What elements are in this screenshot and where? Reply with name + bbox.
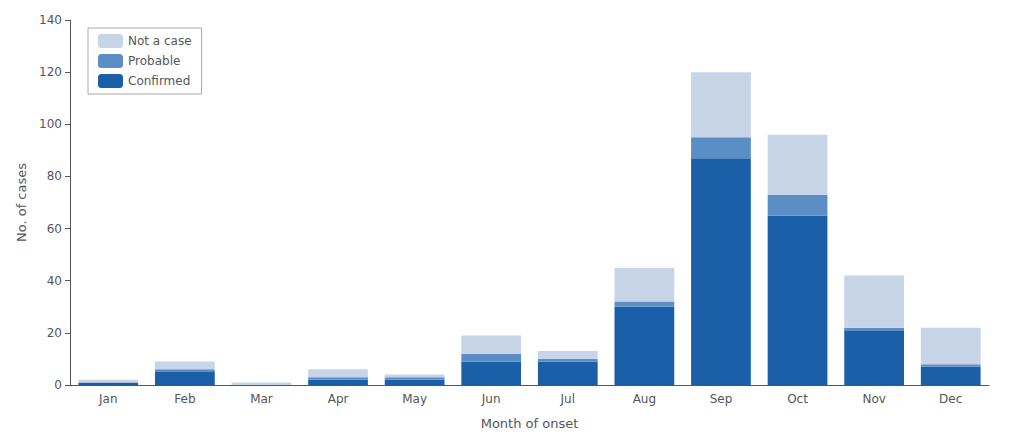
svg-text:120: 120	[39, 65, 62, 79]
svg-text:20: 20	[47, 326, 62, 340]
svg-text:140: 140	[39, 13, 62, 27]
svg-text:Sep: Sep	[710, 392, 733, 406]
svg-text:60: 60	[47, 222, 62, 236]
svg-text:Jan: Jan	[98, 392, 118, 406]
svg-text:Jul: Jul	[560, 392, 575, 406]
svg-text:Aug: Aug	[633, 392, 656, 406]
svg-text:May: May	[402, 392, 427, 406]
svg-text:Probable: Probable	[128, 54, 180, 68]
svg-text:100: 100	[39, 117, 62, 131]
svg-text:Dec: Dec	[939, 392, 962, 406]
svg-text:Not a case: Not a case	[128, 34, 192, 48]
svg-text:40: 40	[47, 274, 62, 288]
svg-text:Jun: Jun	[481, 392, 501, 406]
svg-text:Oct: Oct	[787, 392, 808, 406]
svg-text:Month of onset: Month of onset	[481, 416, 579, 431]
svg-text:Apr: Apr	[328, 392, 349, 406]
svg-text:Nov: Nov	[862, 392, 885, 406]
svg-text:80: 80	[47, 169, 62, 183]
svg-text:0: 0	[54, 378, 62, 392]
svg-text:Mar: Mar	[250, 392, 273, 406]
svg-text:No. of cases: No. of cases	[14, 163, 29, 242]
svg-text:Feb: Feb	[174, 392, 195, 406]
svg-text:Confirmed: Confirmed	[128, 74, 190, 88]
